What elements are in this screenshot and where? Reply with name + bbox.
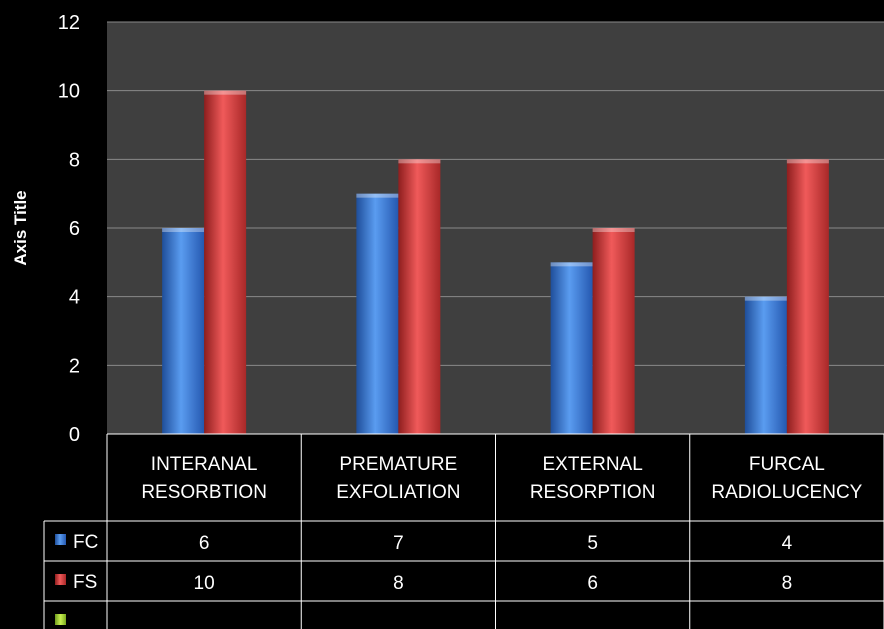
table-cell-value: 4 <box>782 533 793 554</box>
bar-fc-4 <box>744 296 787 434</box>
bar-highlight <box>786 159 829 164</box>
table-cell-value: 8 <box>393 573 404 594</box>
bar-fc-1 <box>162 228 205 434</box>
y-tick-label: 6 <box>69 218 80 240</box>
bars <box>162 90 829 435</box>
y-tick-label: 4 <box>69 287 80 309</box>
category-label: FURCAL <box>749 454 825 475</box>
y-axis-ticks: 0 2 4 6 8 10 12 <box>58 12 80 446</box>
legend-key-fs <box>55 574 66 585</box>
legend-label: FC <box>73 532 98 553</box>
y-tick-label: 12 <box>58 12 80 34</box>
bar-highlight <box>398 159 441 164</box>
category-label: PREMATURE <box>339 454 457 475</box>
table-cell-value: 6 <box>199 533 210 554</box>
bar-highlight <box>550 262 593 267</box>
bar-fc-3 <box>550 262 593 434</box>
category-label: EXFOLIATION <box>336 482 460 503</box>
bar-fs-4 <box>786 159 829 435</box>
bar-highlight <box>204 90 247 95</box>
bar-fs-3 <box>592 228 635 434</box>
legend-label: FS <box>73 572 97 593</box>
category-label: RESORPTION <box>530 482 656 503</box>
category-label: EXTERNAL <box>542 454 642 475</box>
bar-fc-2 <box>356 193 399 434</box>
table-cell-value: 10 <box>194 573 215 594</box>
legend-key-empty <box>55 614 66 625</box>
y-tick-label: 2 <box>69 355 80 377</box>
table-cell-value: 5 <box>587 533 598 554</box>
bar-highlight <box>592 228 635 232</box>
table-cell-value: 7 <box>393 533 404 554</box>
category-label: RADIOLUCENCY <box>711 482 862 503</box>
data-table: INTERANAL RESORBTION PREMATURE EXFOLIATION E… <box>43 433 884 629</box>
bar-fs-1 <box>204 90 247 435</box>
bar-fs-2 <box>398 159 441 435</box>
legend-key-fc <box>55 534 66 545</box>
y-tick-label: 10 <box>58 81 80 103</box>
bar-highlight <box>744 296 787 301</box>
bar-highlight <box>162 228 205 232</box>
table-cell-value: 8 <box>782 573 793 594</box>
y-tick-label: 0 <box>69 424 80 446</box>
table-cell-value: 6 <box>587 573 598 594</box>
bar-highlight <box>356 193 399 198</box>
y-axis-label: Axis Title <box>11 190 30 265</box>
category-label: RESORBTION <box>141 482 267 503</box>
category-label: INTERANAL <box>151 454 258 475</box>
y-tick-label: 8 <box>69 149 80 171</box>
